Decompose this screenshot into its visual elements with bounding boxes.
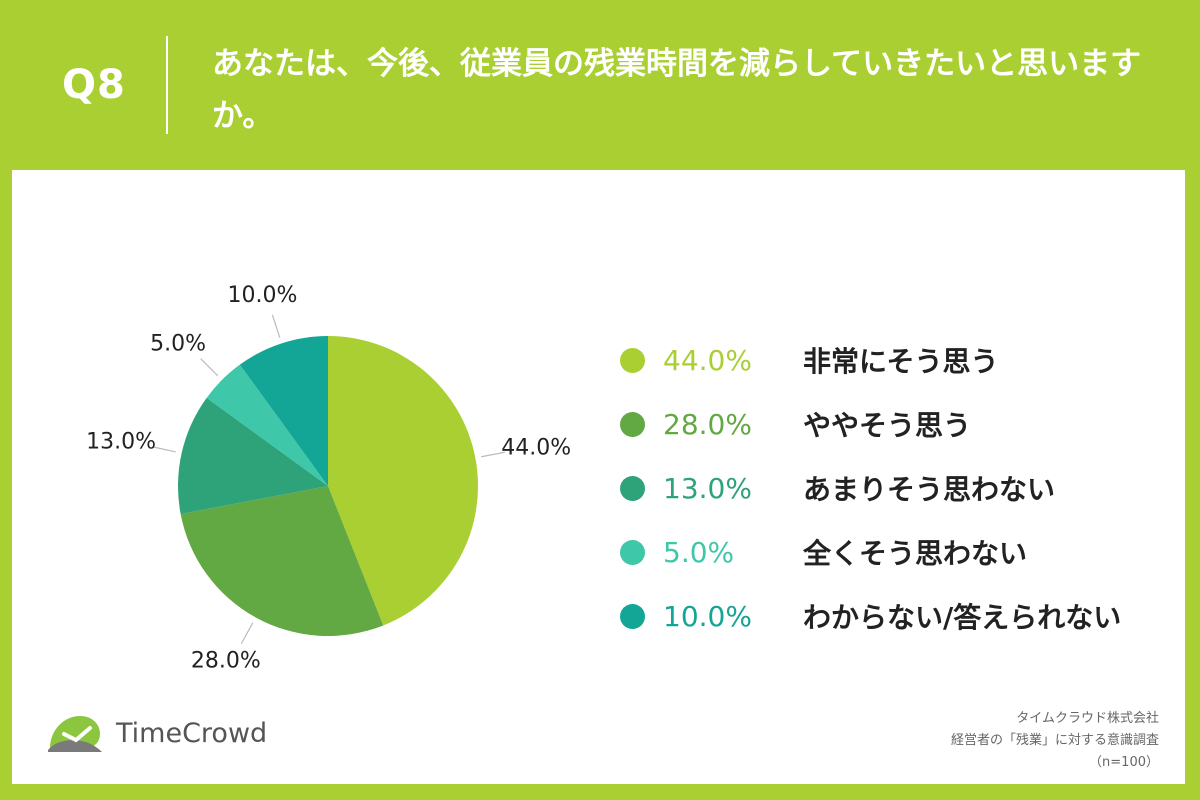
legend: 44.0% 非常にそう思う 28.0% ややそう思う 13.0% あまりそう思わ… — [620, 328, 1121, 648]
pie-slice — [239, 336, 328, 486]
legend-value: 10.0% — [663, 599, 752, 633]
legend-value: 28.0% — [663, 407, 752, 441]
legend-item: 44.0% 非常にそう思う — [620, 328, 1121, 392]
footer-sample: （n=100） — [1089, 755, 1159, 770]
question-number: Q8 — [62, 62, 126, 108]
legend-value: 44.0% — [663, 343, 752, 377]
legend-swatch — [620, 475, 645, 501]
legend-item: 28.0% ややそう思う — [620, 392, 1121, 456]
legend-swatch — [620, 603, 645, 629]
footer-survey: 経営者の「残業」に対する意識調査 — [950, 733, 1159, 748]
slice-value-label: 28.0% — [191, 648, 261, 673]
pie-chart: 44.0% 28.0% 13.0% 5.0% 10.0% — [86, 283, 571, 673]
legend-label: 非常にそう思う — [803, 345, 999, 378]
legend-swatch — [620, 347, 645, 373]
slice-value-label: 13.0% — [86, 429, 156, 454]
leader-line — [481, 451, 505, 458]
timecrowd-logo: TimeCrowd — [46, 710, 267, 756]
legend-label: ややそう思う — [803, 409, 972, 442]
question-text: あなたは、今後、従業員の残業時間を減らしていきたいと思いますか。 — [212, 46, 1142, 134]
pie-slice — [328, 336, 479, 626]
legend-value: 5.0% — [663, 535, 735, 569]
leader-line — [271, 314, 281, 338]
question-header: Q8 あなたは、今後、従業員の残業時間を減らしていきたいと思いますか。 — [0, 0, 1200, 168]
legend-swatch — [620, 411, 645, 437]
logo-text: TimeCrowd — [116, 717, 268, 749]
legend-item: 10.0% わからない/答えられない — [620, 584, 1121, 648]
leader-line — [200, 358, 219, 377]
pie-slice — [177, 397, 328, 515]
footer-company: タイムクラウド株式会社 — [1016, 711, 1159, 726]
pie-slice — [206, 364, 328, 486]
slice-value-label: 44.0% — [501, 436, 571, 461]
legend-value: 13.0% — [663, 471, 752, 505]
legend-item: 5.0% 全くそう思わない — [620, 520, 1121, 584]
legend-swatch — [620, 539, 645, 565]
footer-note: タイムクラウド株式会社 経営者の「残業」に対する意識調査 （n=100） — [951, 708, 1159, 774]
pie-slice — [180, 486, 384, 636]
slice-value-label: 10.0% — [228, 283, 298, 308]
leader-line — [240, 622, 254, 645]
legend-item: 13.0% あまりそう思わない — [620, 456, 1121, 520]
header-divider — [166, 36, 168, 134]
legend-label: あまりそう思わない — [803, 473, 1056, 506]
leader-line — [152, 446, 176, 453]
legend-label: わからない/答えられない — [803, 601, 1122, 634]
chart-panel: 44.0% 28.0% 13.0% 5.0% 10.0% 44.0% 非常にそう思う 2… — [12, 170, 1185, 784]
legend-label: 全くそう思わない — [803, 537, 1028, 570]
timecrowd-bird-icon — [48, 716, 102, 752]
slice-value-label: 5.0% — [150, 332, 206, 357]
